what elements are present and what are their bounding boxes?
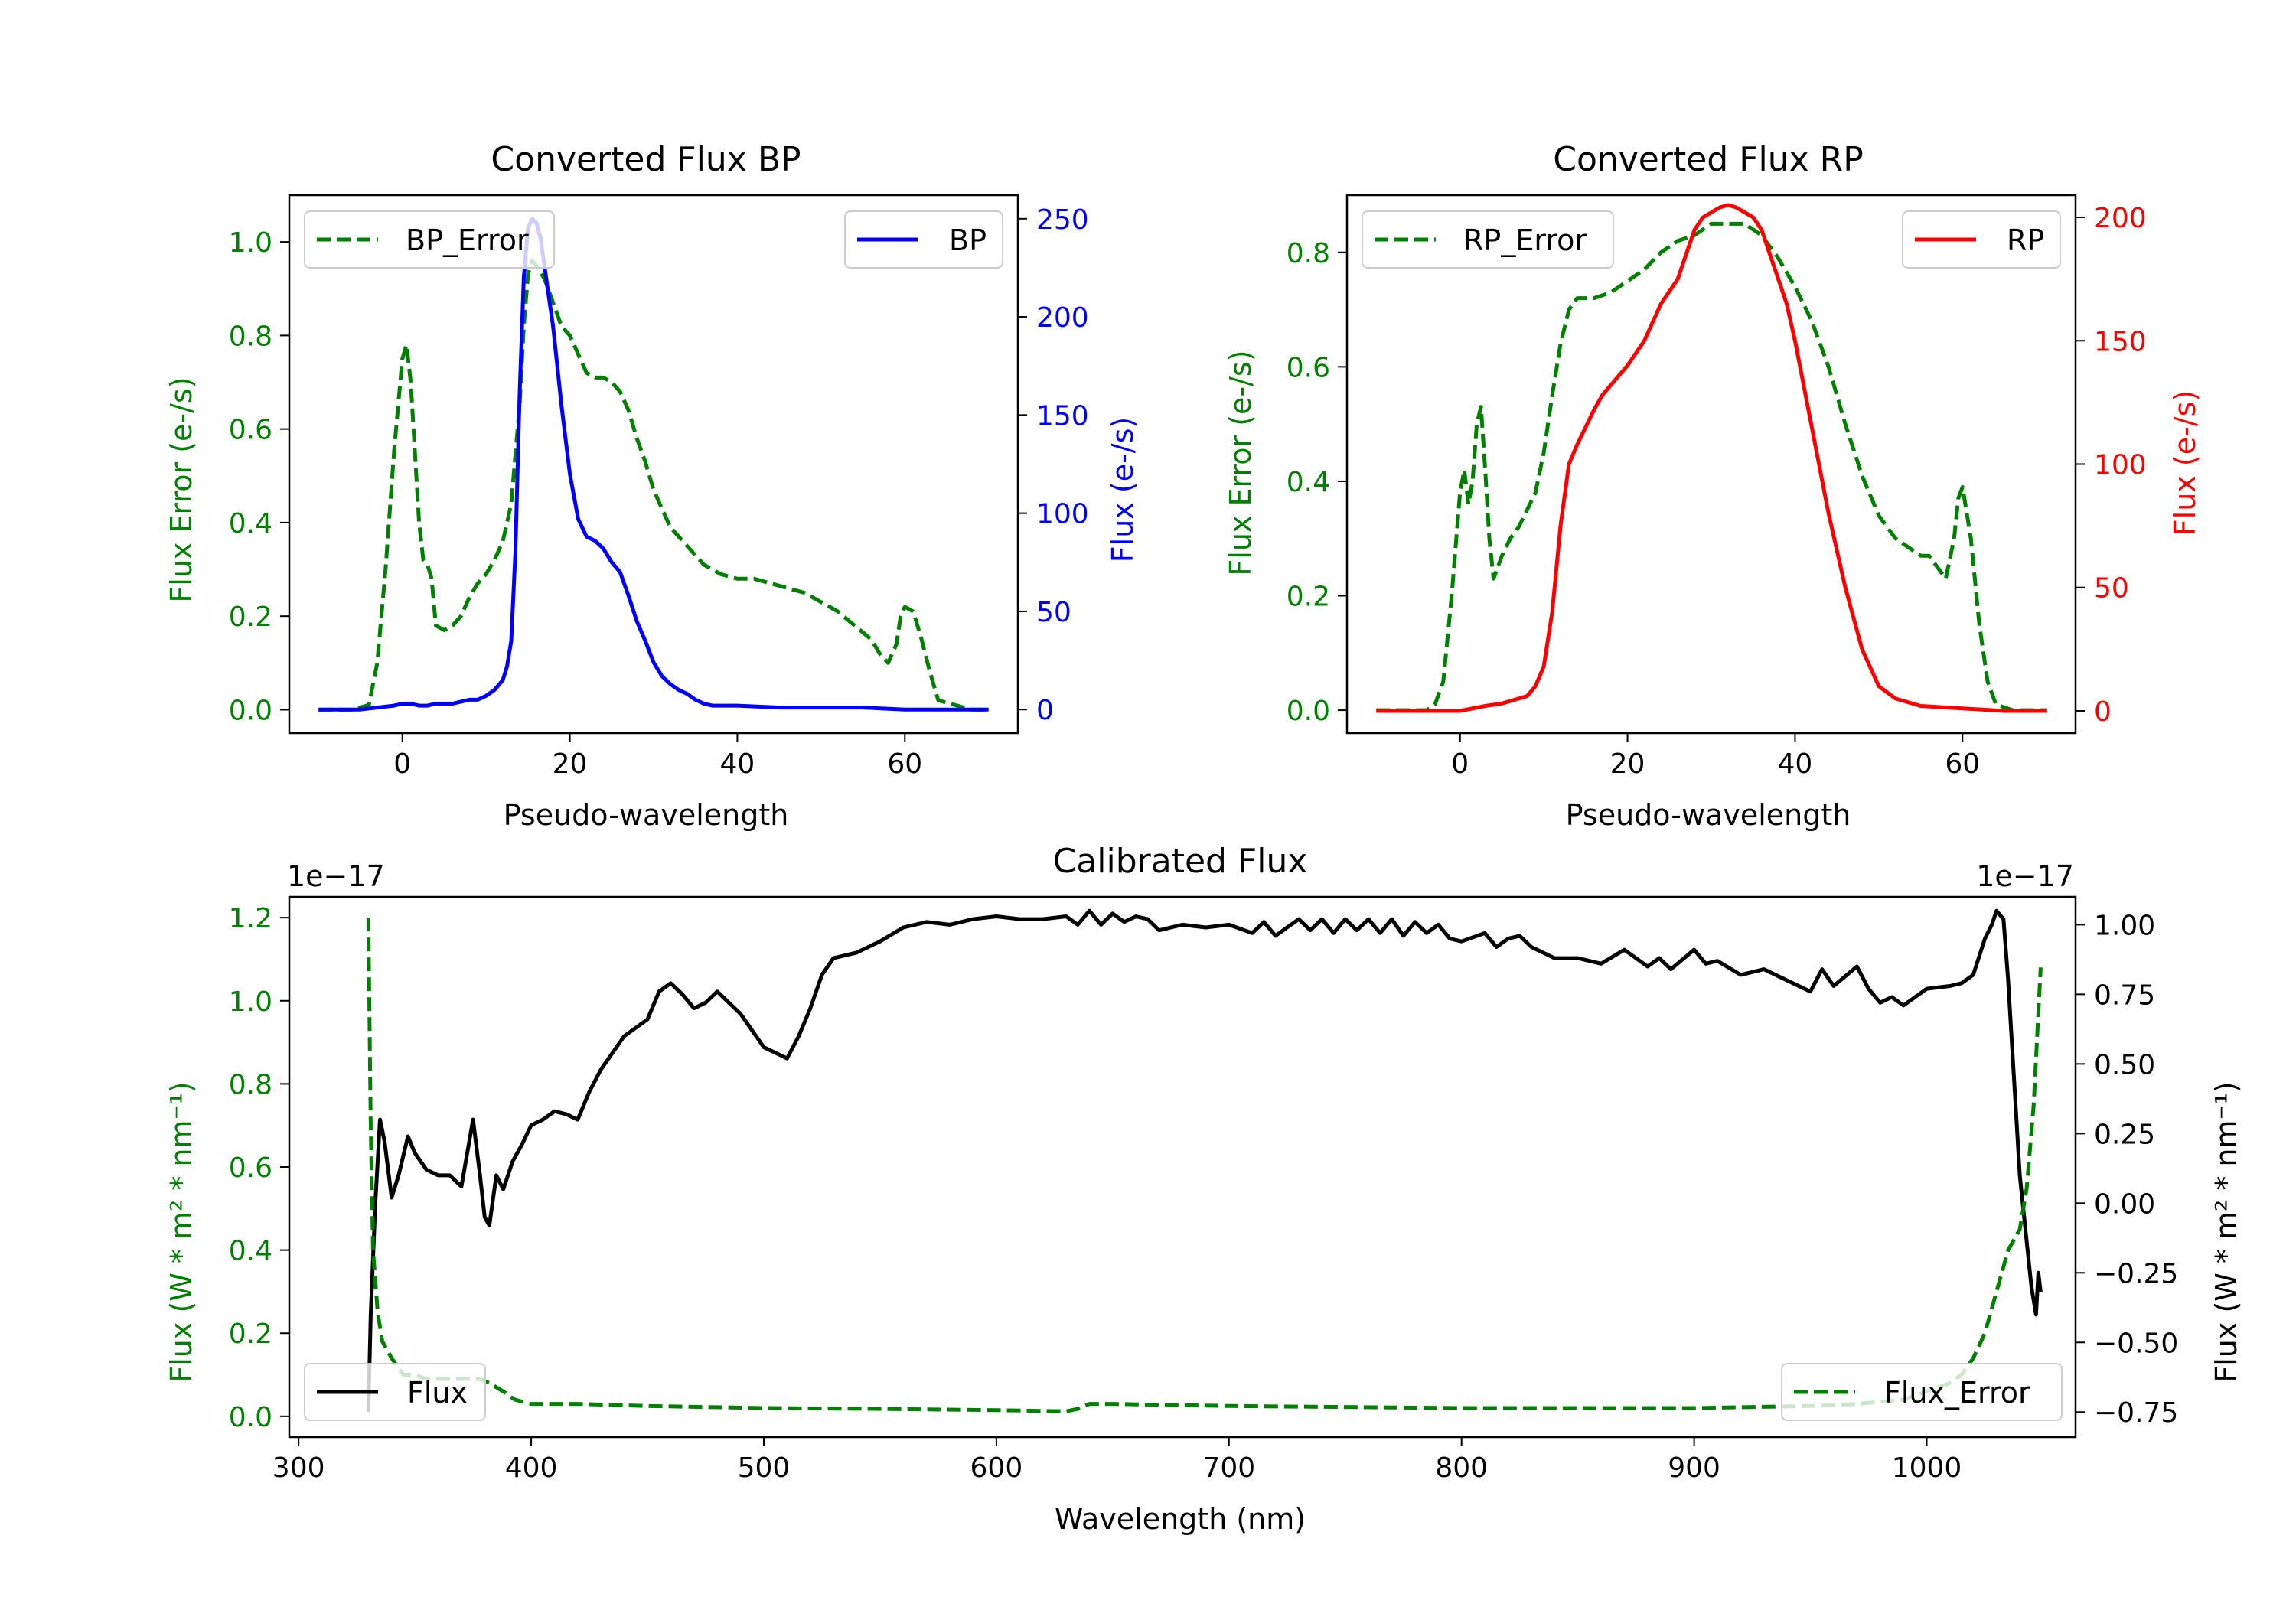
rp-x-axis-label: Pseudo-wavelength	[1566, 798, 1851, 832]
rp-left-y-axis-label: Flux Error (e-/s)	[1224, 350, 1257, 575]
calibrated-flux-legend-label: Flux	[407, 1376, 468, 1410]
calibrated-left-y-tick-label: 0.6	[229, 1152, 272, 1184]
calibrated-left-y-tick-label: 0.8	[229, 1069, 272, 1100]
bp-left-y-tick-label: 1.0	[229, 227, 272, 259]
bp-left-y-tick-label: 0.0	[229, 695, 272, 726]
bp-right-y-tick-label: 0	[1036, 695, 1054, 726]
calibrated-left-y-axis-label: Flux (W * m² * nm⁻¹)	[165, 1081, 198, 1382]
bp-chart-title: Converted Flux BP	[491, 140, 801, 179]
bp-legend-label: BP	[949, 223, 987, 257]
calibrated-x-tick-label: 400	[505, 1452, 558, 1484]
rp-legend-label: RP	[2007, 223, 2044, 257]
calibrated-x-tick-label: 1000	[1892, 1452, 1962, 1484]
calibrated-right-y-tick-label: −0.75	[2094, 1397, 2178, 1429]
rp-chart-title: Converted Flux RP	[1553, 140, 1864, 179]
rp-plot-area: 0 20 40 60 0.0 0.2 0.4 0.6 0.8 0 50 100 150 200	[1287, 194, 2147, 780]
calibrated-right-y-tick-label: 1.00	[2094, 910, 2155, 941]
bp-left-y-tick-label: 0.2	[229, 601, 272, 633]
rp-x-tick-label: 0	[1451, 748, 1469, 780]
calibrated-x-tick-label: 500	[738, 1452, 791, 1484]
bp-right-y-tick-label: 150	[1036, 400, 1089, 432]
bp-left-y-tick-label: 0.8	[229, 321, 272, 352]
calibrated-right-y-axis-label: Flux (W * m² * nm⁻¹)	[2210, 1081, 2243, 1382]
calibrated-right-y-tick-label: 0.50	[2094, 1049, 2155, 1081]
bp-x-tick-label: 40	[720, 748, 755, 780]
rp-right-y-tick-label: 0	[2094, 696, 2112, 728]
bp-legend-frame	[844, 210, 1003, 269]
bp-x-tick-label: 0	[393, 748, 411, 780]
calibrated-left-offset-label: 1e−17	[287, 859, 385, 893]
bp-left-y-tick-label: 0.6	[229, 415, 272, 446]
calibrated-flux-legend: Flux	[304, 1363, 486, 1421]
calibrated-x-tick-label: 300	[272, 1452, 325, 1484]
rp-legend: RP	[1902, 210, 2061, 269]
bp-error-legend-label: BP_Error	[406, 223, 529, 257]
rp-left-y-tick-label: 0.4	[1287, 467, 1330, 498]
rp-x-tick-label: 40	[1778, 748, 1813, 780]
rp-x-tick-label: 20	[1610, 748, 1645, 780]
bp-right-y-tick-label: 200	[1036, 302, 1089, 334]
bp-error-legend-frame	[304, 210, 555, 269]
rp-error-legend-frame	[1362, 210, 1614, 269]
bp-x-tick-label: 60	[887, 748, 922, 780]
rp-right-y-tick-label: 50	[2094, 573, 2129, 605]
bp-left-y-tick-label: 0.4	[229, 508, 272, 539]
calibrated-series-flux-error-line	[366, 918, 2043, 1413]
calibrated-series-flux-line	[366, 908, 2043, 1413]
bp-x-axis-label: Pseudo-wavelength	[504, 798, 789, 832]
bp-right-y-tick-label: 100	[1036, 499, 1089, 530]
calibrated-error-legend-label: Flux_Error	[1884, 1376, 2030, 1410]
bp-right-y-tick-label: 250	[1036, 204, 1089, 236]
calibrated-x-tick-label: 700	[1202, 1452, 1255, 1484]
bp-error-legend: BP_Error	[304, 210, 555, 269]
calibrated-chart-title: Calibrated Flux	[1053, 842, 1308, 881]
bp-series-bp-line	[318, 217, 989, 712]
rp-error-legend-label: RP_Error	[1463, 223, 1587, 257]
rp-series-rp-line	[1376, 203, 2047, 713]
rp-left-y-tick-label: 0.8	[1287, 238, 1330, 269]
calibrated-x-axis-label: Wavelength (nm)	[1055, 1502, 1306, 1536]
calibrated-x-tick-label: 900	[1668, 1452, 1720, 1484]
rp-left-y-tick-label: 0.0	[1287, 696, 1330, 727]
rp-right-y-tick-label: 150	[2094, 326, 2147, 357]
calibrated-flux-legend-frame	[304, 1363, 486, 1421]
bp-series-bp-error-line	[318, 259, 989, 712]
calibrated-x-tick-label: 800	[1435, 1452, 1488, 1484]
bp-axes-frame	[288, 194, 1019, 735]
calibrated-right-y-tick-label: −0.25	[2094, 1258, 2178, 1289]
calibrated-right-offset-label: 1e−17	[1976, 859, 2074, 893]
calibrated-error-legend-frame	[1781, 1363, 2063, 1421]
bp-left-y-axis-label: Flux Error (e-/s)	[165, 376, 198, 602]
calibrated-left-y-tick-label: 1.0	[229, 986, 272, 1018]
rp-series-rp-error-line	[1376, 221, 2047, 712]
calibrated-left-y-tick-label: 0.0	[229, 1402, 272, 1433]
calibrated-x-tick-label: 600	[970, 1452, 1023, 1484]
bp-legend: BP	[844, 210, 1003, 269]
bp-right-y-tick-label: 50	[1036, 597, 1071, 628]
calibrated-plot-area: 300 400 500 600 700 800 900 1000 0.0 0.2 0.4 0.6 0.8…	[229, 895, 2178, 1484]
calibrated-left-y-tick-label: 1.2	[229, 903, 272, 934]
calibrated-right-y-tick-label: −0.50	[2094, 1328, 2178, 1359]
rp-right-y-tick-label: 200	[2094, 203, 2147, 234]
bp-x-tick-label: 20	[553, 748, 588, 780]
calibrated-left-y-tick-label: 0.2	[229, 1319, 272, 1350]
rp-left-y-tick-label: 0.6	[1287, 352, 1330, 383]
bp-panel: Converted Flux BP 0 20 40 60 0.0 0.2 0.4 0.6 0.8…	[165, 140, 1140, 832]
rp-legend-frame	[1902, 210, 2061, 269]
calibrated-left-y-tick-label: 0.4	[229, 1236, 272, 1267]
rp-panel: Converted Flux RP 0 20 40 60 0.0 0.2 0.4 0.6 0.8…	[1224, 140, 2202, 832]
rp-right-y-tick-label: 100	[2094, 450, 2147, 481]
calibrated-right-y-tick-label: 0.75	[2094, 980, 2155, 1011]
calibrated-right-y-tick-label: 0.00	[2094, 1188, 2155, 1220]
rp-left-y-tick-label: 0.2	[1287, 582, 1330, 613]
calibrated-right-y-tick-label: 0.25	[2094, 1119, 2155, 1150]
rp-right-y-axis-label: Flux (e-/s)	[2168, 390, 2202, 536]
calibrated-error-legend: Flux_Error	[1781, 1363, 2063, 1421]
rp-error-legend: RP_Error	[1362, 210, 1614, 269]
rp-x-tick-label: 60	[1945, 748, 1980, 780]
bp-right-y-axis-label: Flux (e-/s)	[1106, 417, 1140, 562]
bp-plot-area: 0 20 40 60 0.0 0.2 0.4 0.6 0.8 1.0 0 50 100 150 200 250	[229, 194, 1089, 780]
calibrated-panel: Calibrated Flux 1e−17 1e−17 300 400 500 600…	[165, 842, 2243, 1536]
